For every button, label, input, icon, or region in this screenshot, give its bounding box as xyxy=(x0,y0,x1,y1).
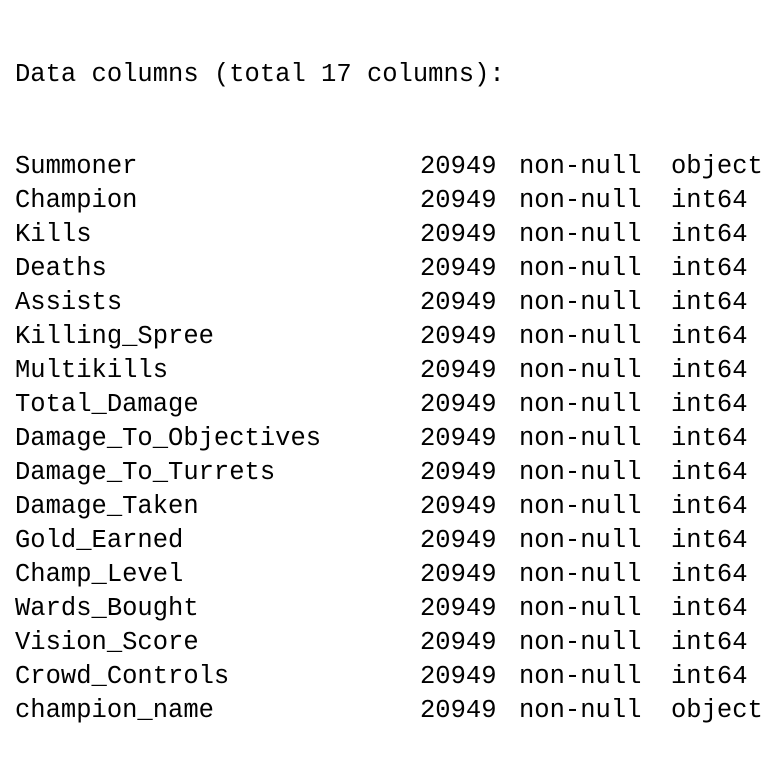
dtype-label: object xyxy=(671,696,763,725)
dtype-label: int64 xyxy=(671,424,748,453)
nullity-label: non-null xyxy=(519,322,642,351)
nullity-label: non-null xyxy=(519,560,642,589)
column-info-row: Damage_To_Objectives 20949 non-null int64 xyxy=(15,422,784,456)
non-null-count: 20949 xyxy=(420,254,497,283)
column-info-row: Multikills 20949 non-null int64 xyxy=(15,354,784,388)
nullity-label: non-null xyxy=(519,254,642,283)
dtype-label: int64 xyxy=(671,560,748,589)
nullity-label: non-null xyxy=(519,628,642,657)
non-null-count: 20949 xyxy=(420,560,497,589)
dtype-label: int64 xyxy=(671,526,748,555)
column-name: Damage_To_Objectives xyxy=(15,424,322,453)
dtype-label: int64 xyxy=(671,356,748,385)
dtype-label: int64 xyxy=(671,390,748,419)
non-null-count: 20949 xyxy=(420,526,497,555)
column-info-row: Wards_Bought 20949 non-null int64 xyxy=(15,592,784,626)
dtype-label: int64 xyxy=(671,628,748,657)
column-info-row: Damage_To_Turrets 20949 non-null int64 xyxy=(15,456,784,490)
dtype-label: int64 xyxy=(671,288,748,317)
non-null-count: 20949 xyxy=(420,492,497,521)
nullity-label: non-null xyxy=(519,186,642,215)
nullity-label: non-null xyxy=(519,662,642,691)
non-null-count: 20949 xyxy=(420,356,497,385)
dtype-label: int64 xyxy=(671,220,748,249)
nullity-label: non-null xyxy=(519,424,642,453)
column-info-row: Assists 20949 non-null int64 xyxy=(15,286,784,320)
column-name: Champion xyxy=(15,186,138,215)
nullity-label: non-null xyxy=(519,526,642,555)
column-name: Summoner xyxy=(15,152,138,181)
column-info-row: Vision_Score 20949 non-null int64 xyxy=(15,626,784,660)
dtype-label: object xyxy=(671,152,763,181)
column-name: Kills xyxy=(15,220,92,249)
column-info-row: Champion 20949 non-null int64 xyxy=(15,184,784,218)
column-name: Deaths xyxy=(15,254,107,283)
column-name: Damage_To_Turrets xyxy=(15,458,276,487)
non-null-count: 20949 xyxy=(420,696,497,725)
nullity-label: non-null xyxy=(519,696,642,725)
column-list: Summoner 20949 non-null object Champion 20949… xyxy=(15,150,784,728)
nullity-label: non-null xyxy=(519,152,642,181)
column-name: Total_Damage xyxy=(15,390,199,419)
column-info-row: champion_name 20949 non-null object xyxy=(15,694,784,728)
column-info-row: Killing_Spree 20949 non-null int64 xyxy=(15,320,784,354)
non-null-count: 20949 xyxy=(420,322,497,351)
nullity-label: non-null xyxy=(519,220,642,249)
non-null-count: 20949 xyxy=(420,220,497,249)
non-null-count: 20949 xyxy=(420,186,497,215)
column-info-row: Gold_Earned 20949 non-null int64 xyxy=(15,524,784,558)
nullity-label: non-null xyxy=(519,356,642,385)
column-name: Vision_Score xyxy=(15,628,199,657)
non-null-count: 20949 xyxy=(420,594,497,623)
data-columns-header: Data columns (total 17 columns): xyxy=(15,60,505,89)
nullity-label: non-null xyxy=(519,288,642,317)
column-info-row: Summoner 20949 non-null object xyxy=(15,150,784,184)
column-name: Killing_Spree xyxy=(15,322,214,351)
nullity-label: non-null xyxy=(519,594,642,623)
non-null-count: 20949 xyxy=(420,424,497,453)
column-info-row: Deaths 20949 non-null int64 xyxy=(15,252,784,286)
non-null-count: 20949 xyxy=(420,458,497,487)
dtype-label: int64 xyxy=(671,254,748,283)
column-info-row: Champ_Level 20949 non-null int64 xyxy=(15,558,784,592)
column-info-row: Crowd_Controls 20949 non-null int64 xyxy=(15,660,784,694)
nullity-label: non-null xyxy=(519,492,642,521)
non-null-count: 20949 xyxy=(420,662,497,691)
column-info-row: Total_Damage 20949 non-null int64 xyxy=(15,388,784,422)
dtype-label: int64 xyxy=(671,492,748,521)
dtype-label: int64 xyxy=(671,662,748,691)
dataframe-info-output: Data columns (total 17 columns): Summone… xyxy=(15,0,784,757)
column-info-row: Kills 20949 non-null int64 xyxy=(15,218,784,252)
dtype-label: int64 xyxy=(671,458,748,487)
column-name: Damage_Taken xyxy=(15,492,199,521)
column-name: Champ_Level xyxy=(15,560,184,589)
column-name: Assists xyxy=(15,288,123,317)
non-null-count: 20949 xyxy=(420,152,497,181)
nullity-label: non-null xyxy=(519,390,642,419)
column-name: Crowd_Controls xyxy=(15,662,230,691)
non-null-count: 20949 xyxy=(420,628,497,657)
non-null-count: 20949 xyxy=(420,288,497,317)
nullity-label: non-null xyxy=(519,458,642,487)
column-name: Gold_Earned xyxy=(15,526,184,555)
column-info-row: Damage_Taken 20949 non-null int64 xyxy=(15,490,784,524)
dtype-label: int64 xyxy=(671,322,748,351)
column-name: Multikills xyxy=(15,356,169,385)
dtype-label: int64 xyxy=(671,186,748,215)
column-name: champion_name xyxy=(15,696,214,725)
column-name: Wards_Bought xyxy=(15,594,199,623)
dtype-label: int64 xyxy=(671,594,748,623)
non-null-count: 20949 xyxy=(420,390,497,419)
